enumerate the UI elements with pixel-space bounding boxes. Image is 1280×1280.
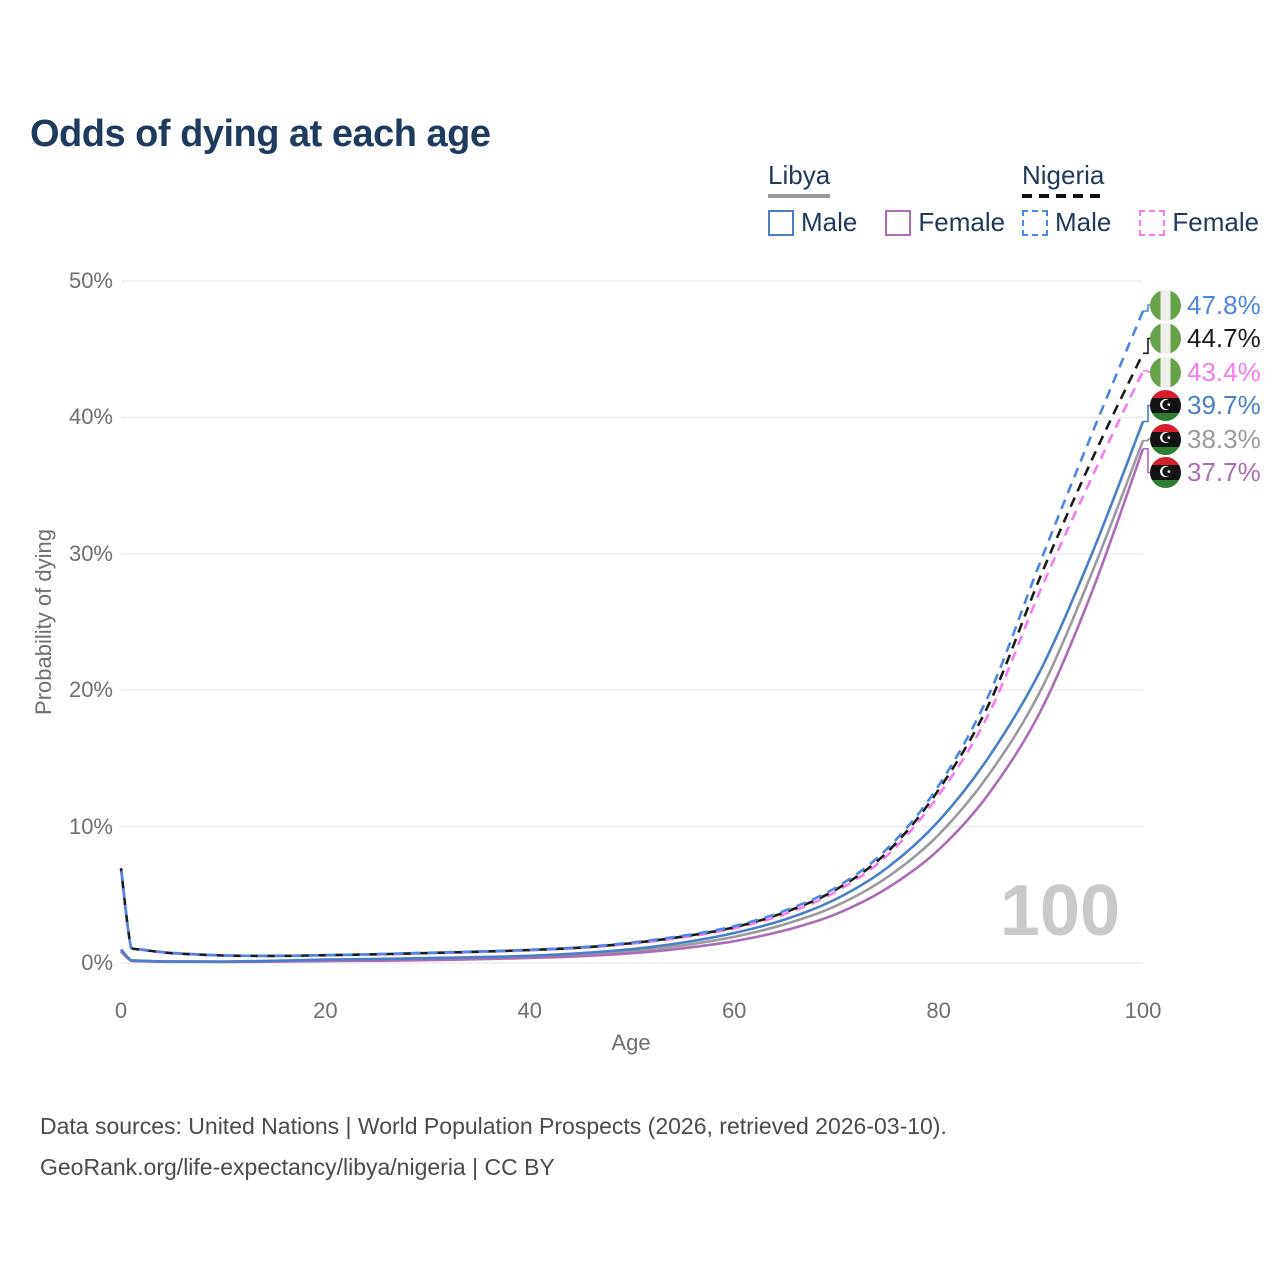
legend-line-style-sample — [1022, 194, 1105, 198]
y-tick-label: 50% — [68, 268, 113, 293]
x-tick-label: 0 — [114, 998, 128, 1023]
y-tick-label: 0% — [81, 950, 113, 975]
libya-flag-icon — [1150, 423, 1181, 455]
end-label-libya-both-sexes: 38.3% — [1150, 423, 1261, 456]
x-tick-label: 20 — [313, 998, 338, 1023]
y-tick-label: 10% — [68, 813, 113, 839]
y-tick-label: 30% — [68, 540, 113, 566]
legend-item-label: Female — [1172, 207, 1260, 237]
legend-group-title: Libya — [768, 160, 831, 190]
footer: Data sources: United Nations | World Pop… — [40, 1106, 947, 1188]
libya-flag-icon — [1150, 457, 1181, 488]
legend-swatch — [768, 209, 794, 236]
end-label-value: 37.7% — [1187, 457, 1261, 487]
legend-item-libya-male[interactable]: Male — [768, 207, 857, 238]
end-label-value: 38.3% — [1187, 423, 1261, 454]
legend-line-style-sample — [768, 194, 831, 198]
x-tick-label: 60 — [721, 998, 747, 1023]
legend-swatch — [885, 209, 912, 236]
end-label-nigeria-both-sexes: 44.7% — [1150, 322, 1261, 355]
footer-attribution: GeoRank.org/life-expectancy/libya/nigeri… — [40, 1154, 555, 1180]
end-label-libya-male: 39.7% — [1150, 389, 1261, 422]
end-label-value: 47.8% — [1187, 289, 1261, 320]
nigeria-flag-icon — [1150, 289, 1181, 321]
legend-swatch — [1022, 209, 1048, 236]
page-title: Odds of dying at each age — [30, 113, 491, 156]
age-counter-watermark: 100 — [999, 871, 1120, 951]
series-line-nigeria-both — [119, 352, 1145, 958]
end-label-nigeria-male: 47.8% — [1150, 289, 1261, 322]
legend-item-libya-female[interactable]: Female — [885, 207, 1005, 238]
y-tick-label: 20% — [68, 677, 113, 703]
end-label-libya-female: 37.7% — [1150, 456, 1261, 489]
x-tick-label: 100 — [1124, 998, 1162, 1023]
nigeria-flag-icon — [1150, 323, 1181, 354]
legend-group-title: Nigeria — [1022, 160, 1105, 190]
x-tick-label: 40 — [517, 998, 543, 1023]
end-label-value: 39.7% — [1187, 390, 1261, 420]
y-tick-label: 40% — [68, 404, 113, 430]
series-line-nigeria-male — [119, 310, 1145, 958]
legend-item-nigeria-female[interactable]: Female — [1139, 207, 1259, 238]
y-axis-title: Probability of dying — [31, 529, 56, 715]
end-label-value: 43.4% — [1187, 356, 1261, 387]
series-line-libya-male — [120, 421, 1145, 963]
footer-data-sources: Data sources: United Nations | World Pop… — [40, 1113, 947, 1139]
legend-group-nigeria: Nigeria Male Female — [1022, 160, 1259, 238]
end-label-nigeria-female: 43.4% — [1150, 356, 1261, 389]
legend-swatch — [1139, 209, 1166, 236]
end-label-value: 44.7% — [1187, 323, 1261, 353]
legend-item-label: Male — [1055, 207, 1112, 237]
series-line-nigeria-female — [119, 370, 1145, 958]
legend-item-label: Male — [801, 207, 858, 237]
legend-item-nigeria-male[interactable]: Male — [1022, 207, 1111, 238]
legend-group-libya: Libya Male Female — [768, 160, 1005, 238]
x-tick-label: 80 — [926, 998, 951, 1023]
libya-flag-icon — [1150, 390, 1181, 421]
legend-item-label: Female — [918, 207, 1006, 237]
x-axis-title: Age — [611, 1030, 651, 1055]
nigeria-flag-icon — [1150, 356, 1181, 388]
